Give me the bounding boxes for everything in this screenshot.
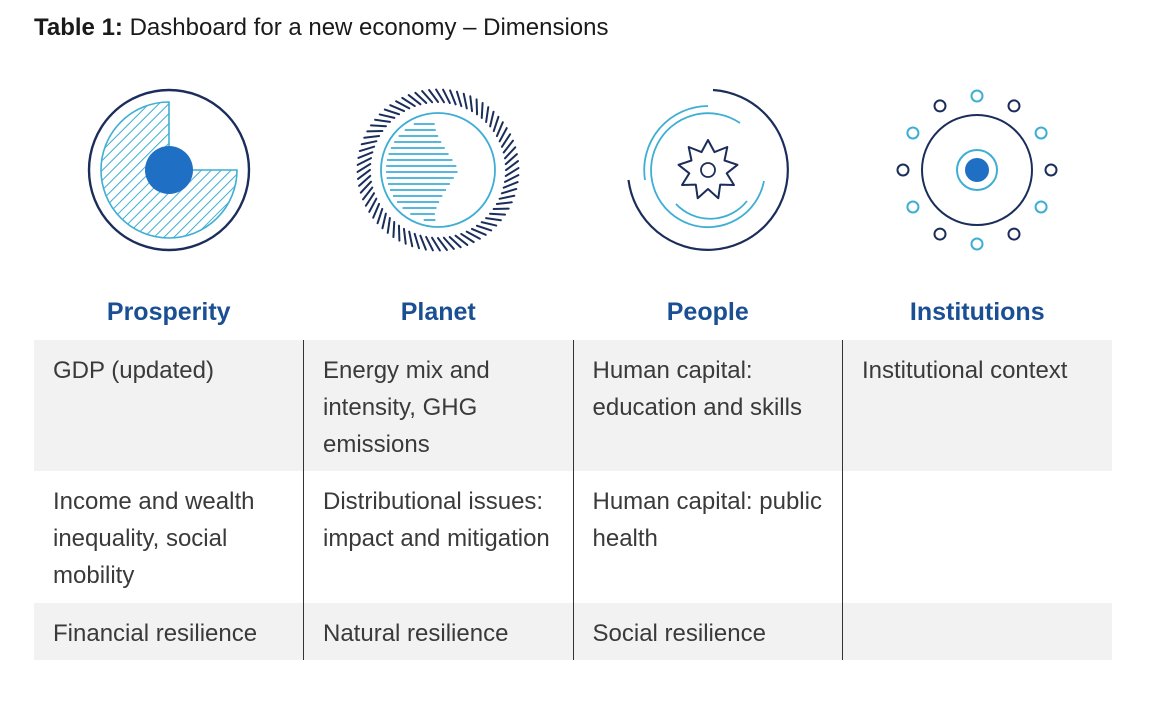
table-cell: Human capital: education and skills xyxy=(572,340,843,471)
column-header-institutions: Institutions xyxy=(909,298,1045,326)
table-row: Income and wealth inequality, social mob… xyxy=(34,471,1112,603)
table-cell xyxy=(842,471,1112,603)
header-row: Prosperity Planet People Institutions xyxy=(34,292,1112,340)
table-cell: Human capital: public health xyxy=(572,471,843,603)
table-cell: Distributional issues: impact and mitiga… xyxy=(303,471,573,603)
institutions-icon xyxy=(843,82,1113,258)
table-cell: Institutional context xyxy=(842,340,1112,471)
title-label: Table 1: xyxy=(34,14,123,41)
table-cell: Income and wealth inequality, social mob… xyxy=(34,471,304,603)
table-cell: Natural resilience xyxy=(303,603,573,660)
table-row: Financial resilience Natural resilience … xyxy=(34,603,1112,660)
table-cell: GDP (updated) xyxy=(34,340,304,471)
table-cell: Financial resilience xyxy=(34,603,304,660)
people-icon xyxy=(573,82,843,258)
table-cell: Social resilience xyxy=(572,603,843,660)
column-header-prosperity: Prosperity xyxy=(106,298,231,326)
dimensions-table: Prosperity Planet People Institutions GD… xyxy=(34,292,1112,660)
dimension-icons xyxy=(34,82,1112,258)
column-header-planet: Planet xyxy=(400,298,476,326)
planet-icon xyxy=(304,82,574,258)
table-title: Table 1: Dashboard for a new economy – D… xyxy=(34,14,609,42)
column-header-people: People xyxy=(666,298,749,326)
table-row: GDP (updated) Energy mix and intensity, … xyxy=(34,340,1112,471)
prosperity-icon xyxy=(34,82,304,258)
table-cell: Energy mix and intensity, GHG emissions xyxy=(303,340,573,471)
table-cell xyxy=(842,603,1112,660)
title-text: Dashboard for a new economy – Dimensions xyxy=(129,14,609,41)
